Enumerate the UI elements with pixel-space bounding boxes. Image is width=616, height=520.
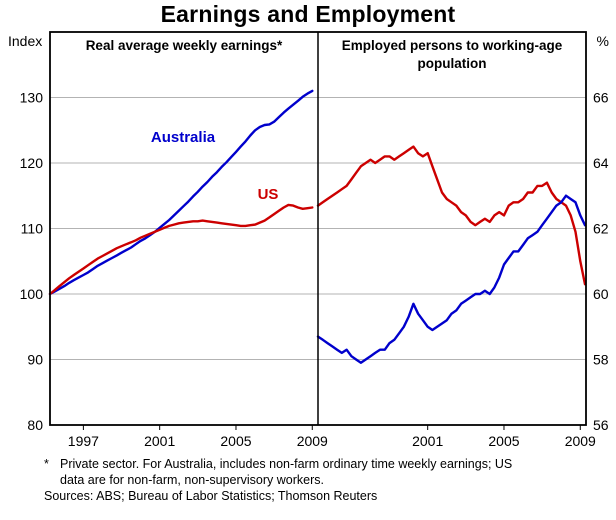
svg-text:2005: 2005: [220, 433, 251, 449]
footnote: * Private sector. For Australia, include…: [44, 456, 530, 488]
svg-text:62: 62: [593, 221, 609, 237]
svg-text:58: 58: [593, 352, 609, 368]
svg-text:110: 110: [21, 221, 44, 237]
right-axis-unit-label: %: [596, 33, 609, 49]
svg-text:90: 90: [27, 352, 43, 368]
svg-text:130: 130: [20, 90, 44, 106]
series-label-us: US: [257, 186, 279, 203]
svg-text:120: 120: [20, 155, 44, 171]
svg-text:1997: 1997: [68, 433, 99, 449]
svg-text:2005: 2005: [488, 433, 519, 449]
svg-text:64: 64: [593, 155, 609, 171]
panel-title-employment: Employed persons to working-age populati…: [341, 38, 563, 71]
svg-text:2001: 2001: [412, 433, 443, 449]
svg-text:60: 60: [593, 286, 609, 302]
series-label-australia: Australia: [150, 129, 216, 146]
svg-text:66: 66: [593, 90, 609, 106]
svg-text:2001: 2001: [144, 433, 175, 449]
footnote-text: Private sector. For Australia, includes …: [60, 457, 513, 487]
svg-text:80: 80: [27, 417, 43, 433]
left-axis-unit-label: Index: [8, 33, 43, 49]
footnote-marker: *: [44, 457, 49, 471]
sources-line: Sources: ABS; Bureau of Labor Statistics…: [44, 489, 378, 503]
panel-title-earnings: Real average weekly earnings*: [85, 38, 283, 53]
svg-text:2009: 2009: [565, 433, 596, 449]
svg-text:56: 56: [593, 417, 609, 433]
chart-title: Earnings and Employment: [160, 1, 456, 27]
svg-text:100: 100: [20, 286, 44, 302]
svg-text:2009: 2009: [297, 433, 328, 449]
